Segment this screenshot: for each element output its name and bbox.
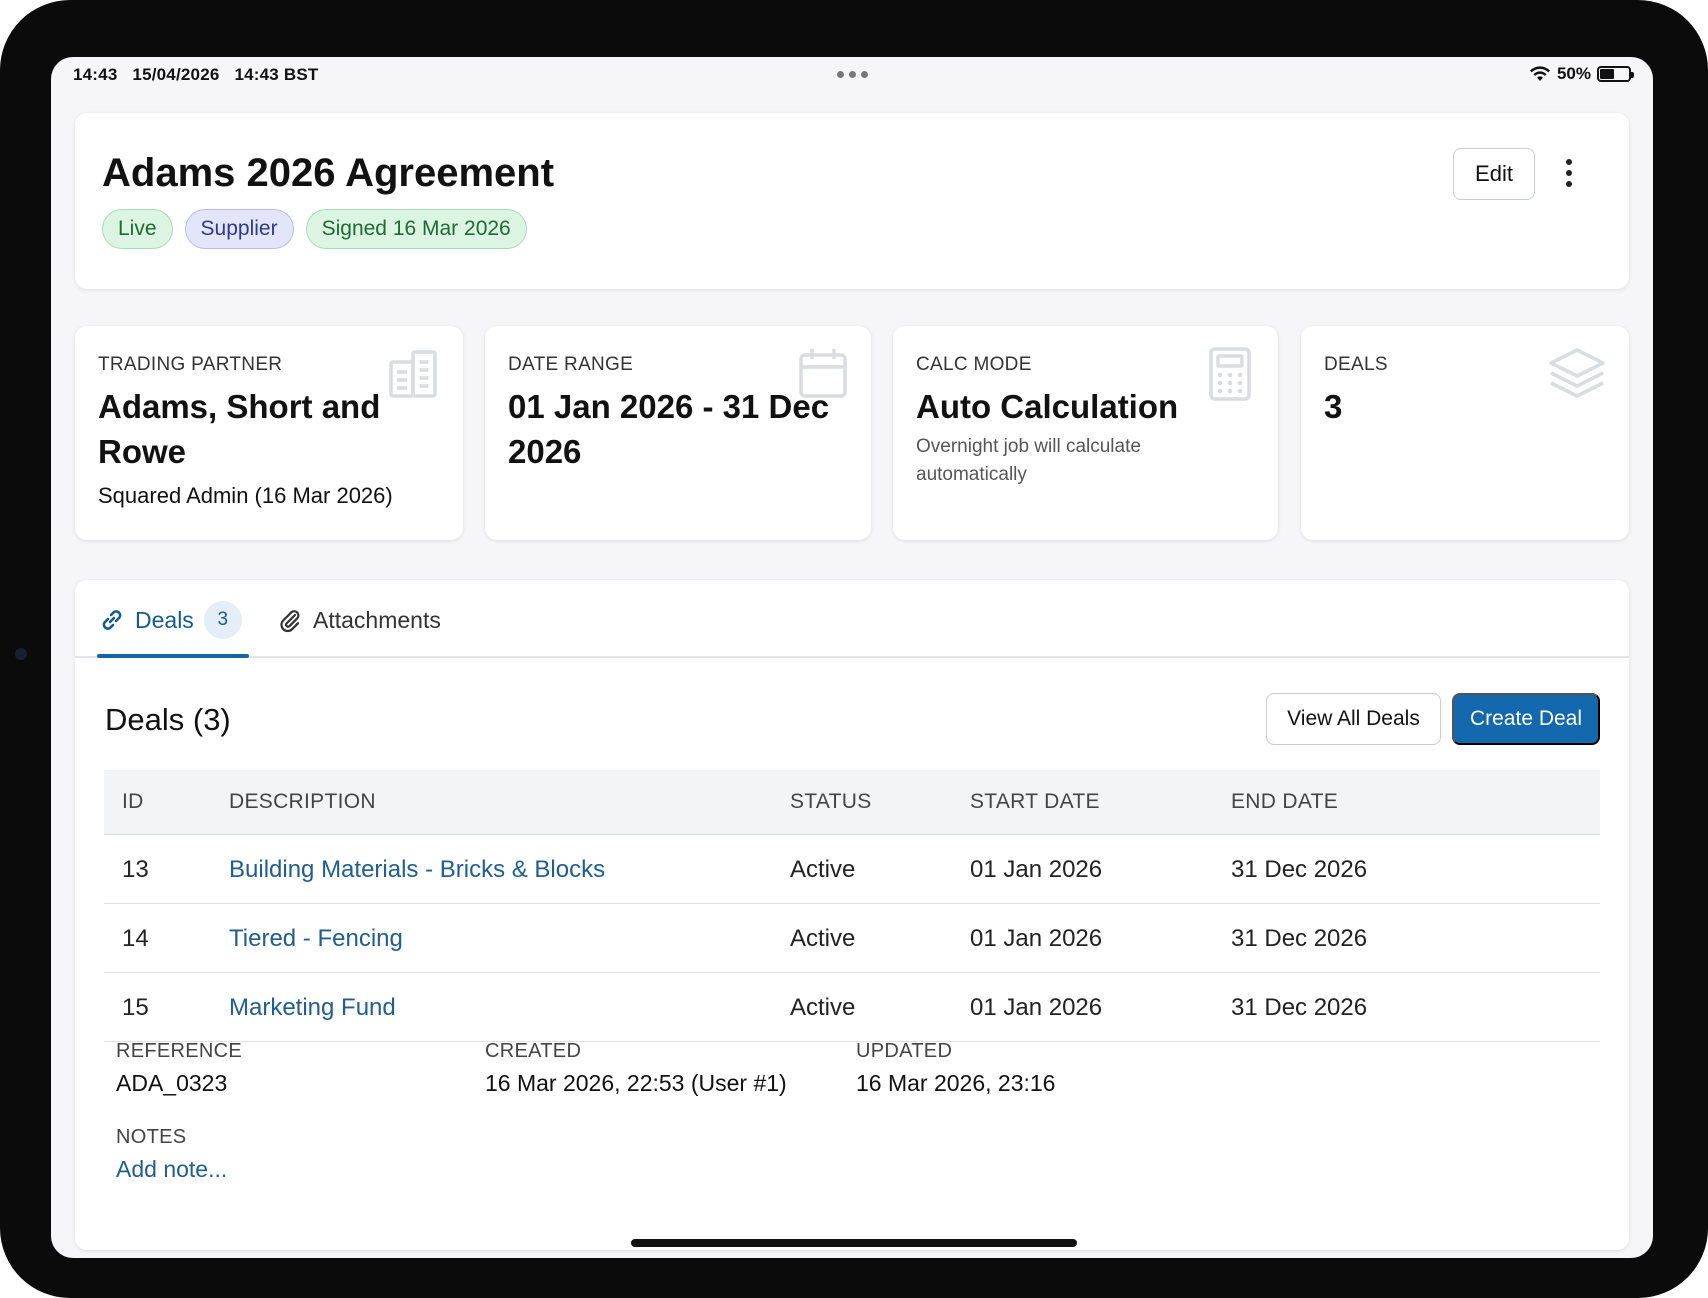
multitasking-dots-icon[interactable]: [837, 71, 868, 78]
deals-section-title: Deals (3): [105, 702, 231, 737]
notes-label: NOTES: [116, 1126, 187, 1148]
battery-icon: [1597, 66, 1634, 82]
calc-mode-sub: Overnight job will calculate automatical…: [916, 436, 1141, 485]
trading-partner-label: TRADING PARTNER: [98, 354, 283, 375]
deal-description-link[interactable]: Marketing Fund: [229, 994, 396, 1021]
tab-deals-label: Deals: [135, 606, 194, 633]
live-badge: Live: [102, 209, 173, 249]
link-icon: [102, 610, 122, 630]
agreement-header-card: Adams 2026 Agreement Live Supplier Signe…: [75, 113, 1629, 289]
more-options-icon[interactable]: [1557, 153, 1581, 193]
tab-deals[interactable]: Deals 3: [99, 600, 242, 640]
add-note-link[interactable]: Add note...: [116, 1156, 228, 1182]
calc-mode-card: CALC MODE Auto Calculation Overnight job…: [893, 326, 1278, 540]
status-bar-left: 14:43 15/04/2026 14:43 BST: [73, 65, 328, 85]
paperclip-icon: [280, 610, 300, 633]
camera: [15, 648, 27, 660]
deals-count-label: DEALS: [1324, 354, 1388, 375]
column-header-id[interactable]: ID: [122, 790, 144, 813]
calc-mode-value: Auto Calculation: [916, 388, 1179, 425]
deals-count-value: 3: [1324, 388, 1343, 425]
date-range-card: DATE RANGE 01 Jan 2026 - 31 Dec 2026: [485, 326, 871, 540]
deal-status: Active: [790, 856, 856, 883]
deal-id: 13: [122, 856, 149, 883]
deals-count-card: DEALS 3: [1301, 326, 1629, 540]
column-header-start-date[interactable]: START DATE: [970, 790, 1100, 813]
building-icon: [389, 350, 437, 398]
column-header-status[interactable]: STATUS: [790, 790, 872, 813]
trading-partner-card: TRADING PARTNER Adams, Short and Rowe Sq…: [75, 326, 463, 540]
table-header: ID DESCRIPTION STATUS START DATE END DAT…: [104, 770, 1600, 835]
calculator-icon: [1209, 347, 1251, 401]
deal-end-date: 31 Dec 2026: [1231, 994, 1368, 1021]
trading-partner-value: Adams, Short and Rowe: [98, 388, 381, 470]
reference-value: ADA_0323: [116, 1070, 228, 1096]
status-bar: 14:43 15/04/2026 14:43 BST 50%: [51, 57, 1653, 91]
deal-status: Active: [790, 925, 856, 952]
calc-mode-label: CALC MODE: [916, 354, 1032, 375]
updated-label: UPDATED: [856, 1040, 953, 1062]
status-badges: Live Supplier Signed 16 Mar 2026: [102, 209, 527, 249]
page-title: Adams 2026 Agreement: [102, 151, 555, 195]
home-indicator[interactable]: [631, 1239, 1077, 1247]
created-label: CREATED: [485, 1040, 582, 1062]
deal-id: 14: [122, 925, 149, 952]
date-range-value: 01 Jan 2026 - 31 Dec 2026: [508, 388, 830, 470]
deal-start-date: 01 Jan 2026: [970, 994, 1103, 1021]
deals-table: ID DESCRIPTION STATUS START DATE END DAT…: [104, 770, 1600, 1042]
deal-status: Active: [790, 994, 856, 1021]
date-range-label: DATE RANGE: [508, 354, 634, 375]
deals-panel: Deals 3 Attachments Deals (3) View All D…: [75, 580, 1629, 1250]
column-header-end-date[interactable]: END DATE: [1231, 790, 1339, 813]
battery-percent: 50%: [1556, 64, 1591, 83]
tab-attachments[interactable]: Attachments: [277, 600, 441, 640]
tab-deals-count: 3: [203, 601, 242, 639]
deal-id: 15: [122, 994, 149, 1021]
trading-partner-sub: Squared Admin (16 Mar 2026): [98, 483, 393, 508]
deal-description-link[interactable]: Building Materials - Bricks & Blocks: [229, 856, 606, 883]
table-row[interactable]: 15 Marketing Fund Active 01 Jan 2026 31 …: [104, 973, 1600, 1042]
deal-description-link[interactable]: Tiered - Fencing: [229, 925, 403, 952]
create-deal-button[interactable]: Create Deal: [1452, 693, 1600, 745]
screen: 14:43 15/04/2026 14:43 BST 50% Adams 202…: [51, 57, 1653, 1258]
table-row[interactable]: 13 Building Materials - Bricks & Blocks …: [104, 835, 1600, 904]
signed-badge: Signed 16 Mar 2026: [305, 209, 527, 249]
deal-start-date: 01 Jan 2026: [970, 925, 1103, 952]
tab-bar: Deals 3 Attachments: [75, 580, 1629, 658]
wifi-icon: [1529, 66, 1550, 81]
layers-icon: [1549, 348, 1605, 398]
edit-button[interactable]: Edit: [1453, 148, 1535, 200]
deal-end-date: 31 Dec 2026: [1231, 856, 1368, 883]
status-time: 14:43: [73, 65, 118, 84]
active-tab-indicator: [97, 654, 249, 658]
status-timezone: 14:43 BST: [234, 65, 319, 84]
reference-label: REFERENCE: [116, 1040, 243, 1062]
status-date: 15/04/2026: [132, 65, 220, 84]
created-value: 16 Mar 2026, 22:53 (User #1): [485, 1070, 787, 1096]
view-all-deals-button[interactable]: View All Deals: [1266, 693, 1441, 745]
updated-value: 16 Mar 2026, 23:16: [856, 1070, 1056, 1096]
calendar-icon: [799, 349, 847, 398]
supplier-badge: Supplier: [184, 209, 294, 249]
column-header-description[interactable]: DESCRIPTION: [229, 790, 376, 813]
tab-attachments-label: Attachments: [313, 606, 441, 633]
deal-end-date: 31 Dec 2026: [1231, 925, 1368, 952]
status-bar-right: 50%: [1529, 64, 1634, 84]
deal-start-date: 01 Jan 2026: [970, 856, 1103, 883]
table-row[interactable]: 14 Tiered - Fencing Active 01 Jan 2026 3…: [104, 904, 1600, 973]
